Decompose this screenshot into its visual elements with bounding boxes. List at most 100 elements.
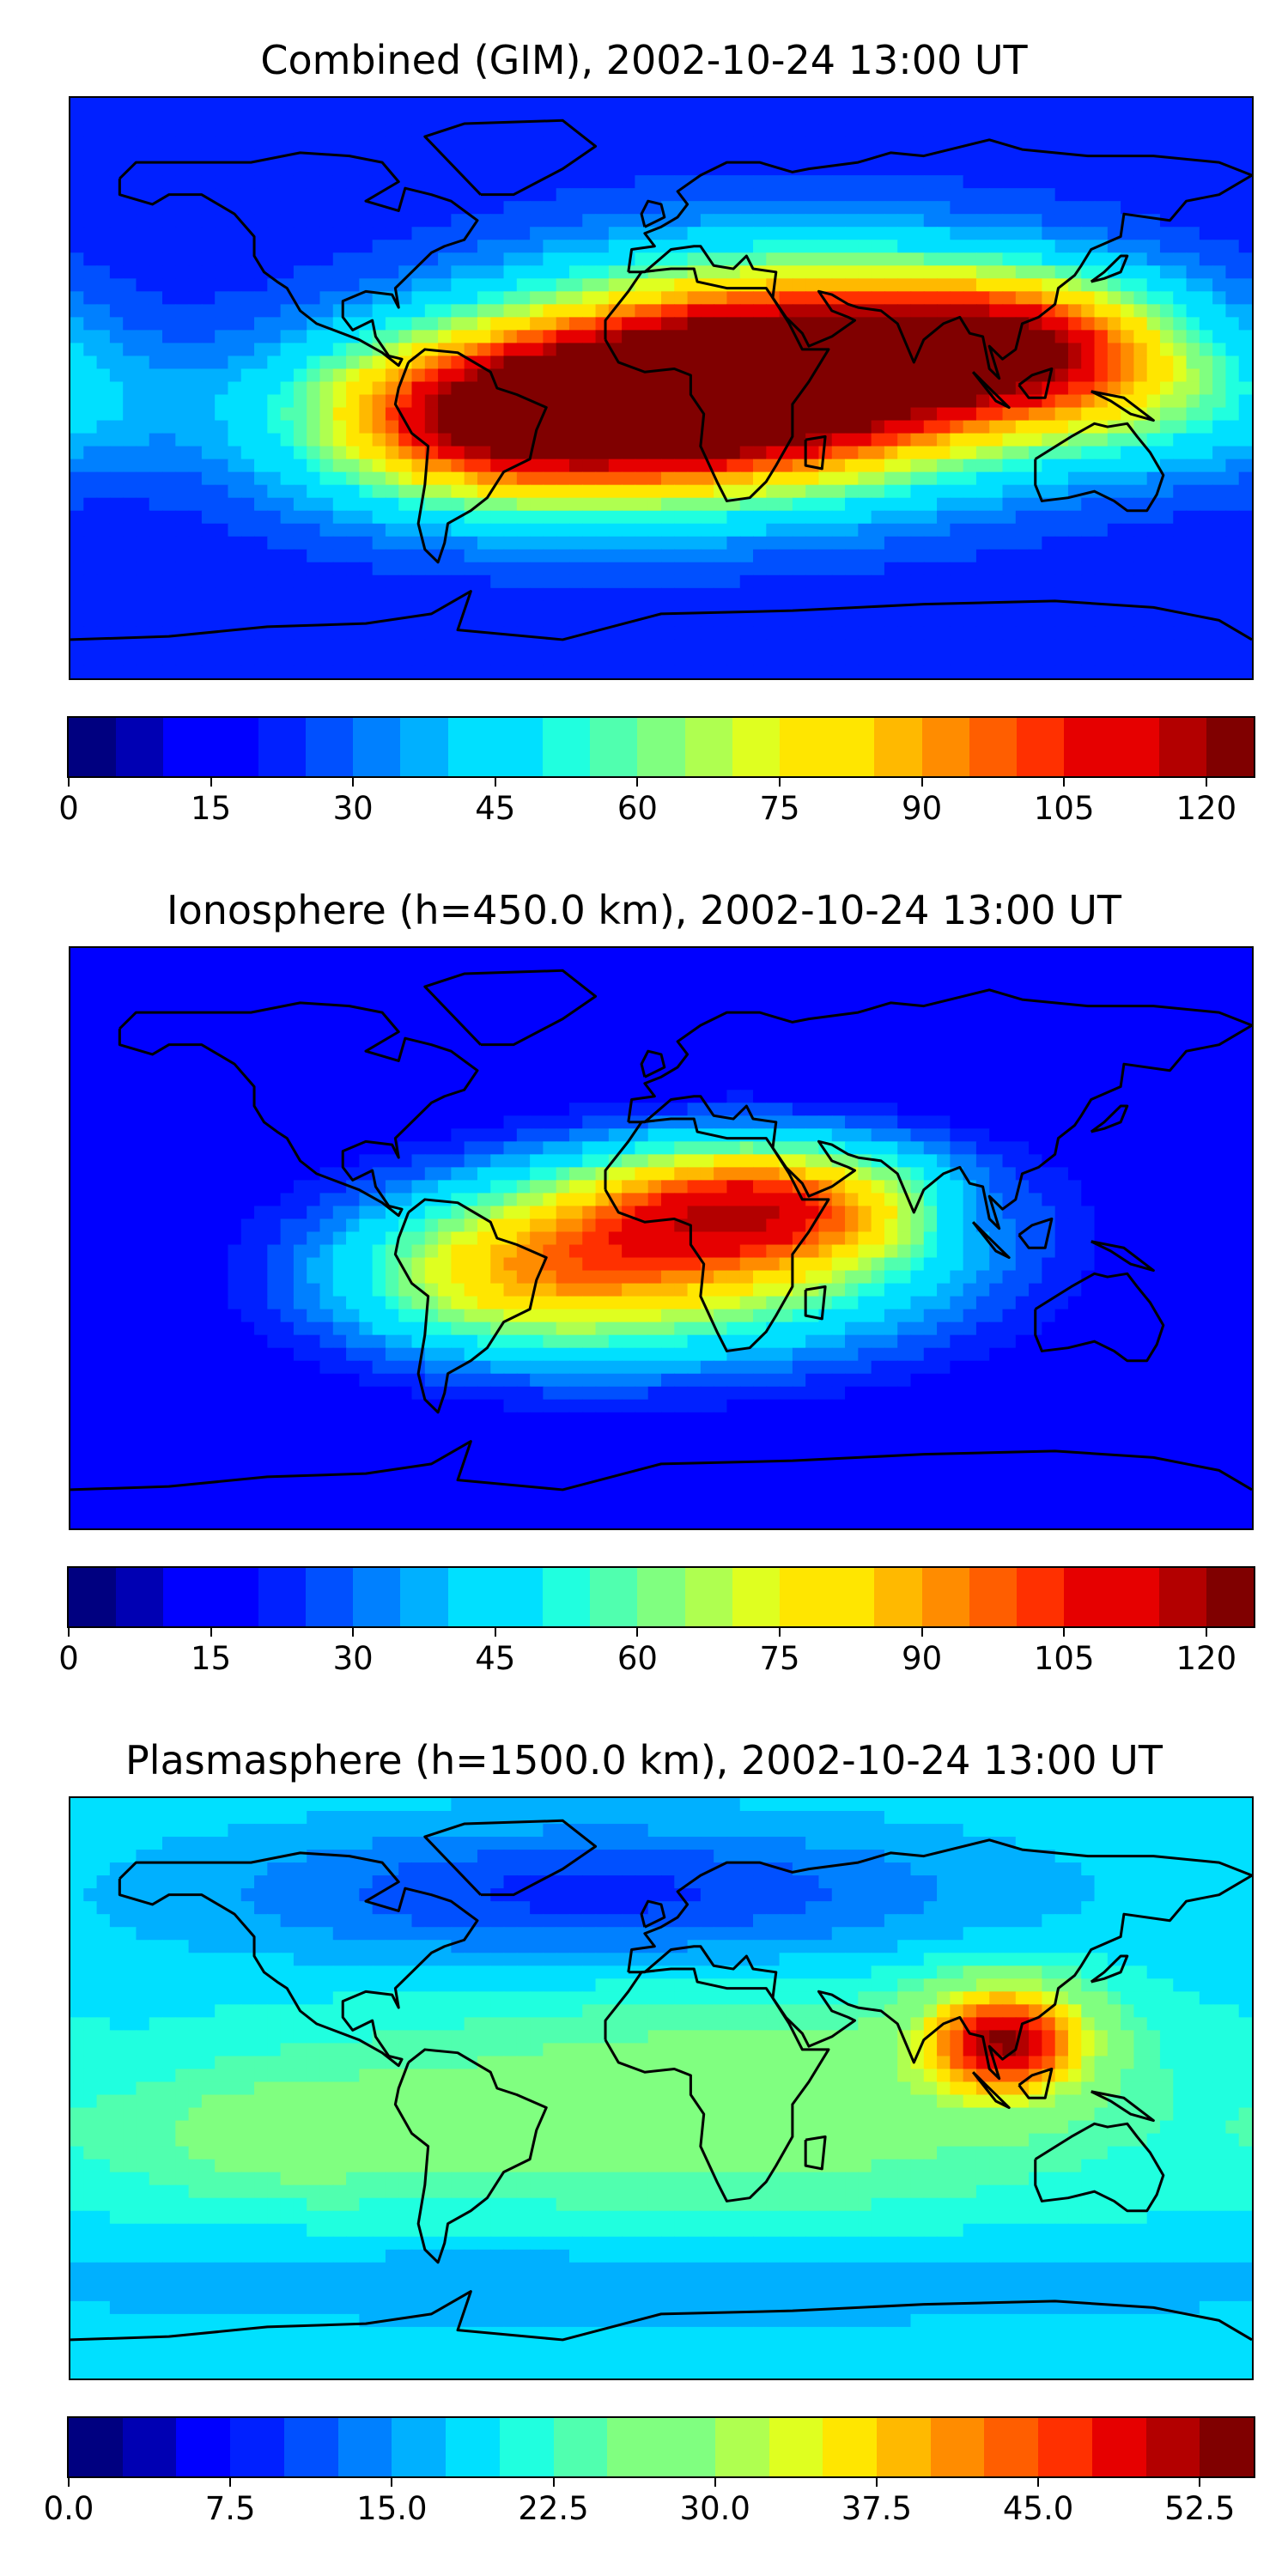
field-cell bbox=[845, 381, 860, 396]
field-cell bbox=[1042, 252, 1056, 267]
field-cell bbox=[1002, 446, 1017, 460]
field-cell bbox=[1042, 111, 1056, 125]
field-cell bbox=[582, 665, 597, 678]
field-cell bbox=[254, 446, 269, 460]
field-cell bbox=[647, 433, 662, 447]
coastline bbox=[640, 199, 666, 228]
field-cell bbox=[622, 252, 636, 267]
field-cell bbox=[779, 523, 793, 538]
field-cell bbox=[739, 987, 754, 1000]
field-cell bbox=[1199, 162, 1213, 176]
field-cell bbox=[109, 98, 124, 112]
field-cell bbox=[674, 420, 689, 434]
field-cell bbox=[149, 137, 163, 150]
field-cell bbox=[490, 948, 505, 962]
field-cell bbox=[871, 368, 885, 383]
field-cell bbox=[109, 987, 124, 1000]
field-cell bbox=[543, 291, 557, 306]
field-cell bbox=[228, 510, 242, 525]
field-cell bbox=[188, 330, 203, 344]
field-cell bbox=[687, 214, 702, 228]
field-cell bbox=[1015, 523, 1030, 538]
field-cell bbox=[910, 562, 925, 576]
field-cell bbox=[595, 497, 610, 512]
field-cell bbox=[1081, 188, 1096, 202]
field-cell bbox=[1173, 1038, 1188, 1052]
field-cell bbox=[70, 188, 85, 202]
field-cell bbox=[254, 1051, 269, 1065]
field-cell bbox=[319, 98, 334, 112]
field-cell bbox=[989, 188, 1004, 202]
field-cell bbox=[871, 420, 885, 434]
field-cell bbox=[83, 999, 98, 1013]
field-cell bbox=[424, 175, 439, 189]
field-cell bbox=[1159, 188, 1175, 202]
field-cell bbox=[792, 278, 806, 293]
field-cell bbox=[346, 1012, 361, 1026]
field-cell bbox=[1054, 407, 1069, 422]
field-cell bbox=[805, 574, 820, 589]
field-cell bbox=[661, 162, 676, 176]
field-cell bbox=[372, 665, 386, 678]
field-cell bbox=[975, 574, 990, 589]
field-cell bbox=[647, 974, 662, 987]
field-cell bbox=[1186, 137, 1200, 150]
field-cell bbox=[332, 987, 347, 1000]
field-cell bbox=[779, 484, 793, 499]
field-cell bbox=[910, 484, 925, 499]
field-cell bbox=[647, 111, 662, 125]
field-cell bbox=[937, 330, 951, 344]
field-cell bbox=[556, 639, 570, 653]
field-cell bbox=[385, 1012, 399, 1026]
field-cell bbox=[818, 999, 833, 1013]
field-cell bbox=[582, 188, 597, 202]
field-cell bbox=[1238, 471, 1252, 486]
field-cell bbox=[1225, 98, 1240, 112]
map-combined bbox=[69, 96, 1254, 680]
field-cell bbox=[950, 278, 964, 293]
field-cell bbox=[175, 497, 190, 512]
field-cell bbox=[726, 137, 741, 150]
field-cell bbox=[372, 162, 386, 176]
field-cell bbox=[1225, 188, 1240, 202]
colorbar-level bbox=[874, 718, 922, 776]
field-cell bbox=[162, 459, 177, 473]
field-cell bbox=[779, 368, 793, 383]
field-cell bbox=[556, 497, 570, 512]
field-cell bbox=[123, 987, 137, 1000]
field-cell bbox=[188, 987, 203, 1000]
field-cell bbox=[136, 433, 150, 447]
field-cell bbox=[608, 240, 623, 254]
field-cell bbox=[766, 98, 781, 112]
field-cell bbox=[385, 549, 399, 563]
field-cell bbox=[975, 265, 990, 280]
field-cell bbox=[424, 214, 439, 228]
field-cell bbox=[123, 459, 137, 473]
field-cell bbox=[543, 317, 557, 331]
field-cell bbox=[858, 252, 872, 267]
field-cell bbox=[267, 948, 282, 962]
field-cell bbox=[411, 626, 426, 641]
field-cell bbox=[307, 1038, 321, 1052]
field-cell bbox=[1173, 587, 1188, 602]
field-cell bbox=[293, 381, 307, 396]
field-cell bbox=[845, 240, 860, 254]
field-cell bbox=[950, 497, 964, 512]
field-cell bbox=[726, 626, 741, 641]
field-cell bbox=[595, 999, 610, 1013]
field-cell bbox=[240, 124, 255, 137]
field-cell bbox=[372, 471, 386, 486]
field-cell bbox=[240, 446, 255, 460]
field-cell bbox=[346, 188, 361, 202]
field-cell bbox=[556, 446, 570, 460]
field-cell bbox=[1146, 948, 1161, 962]
field-cell bbox=[608, 265, 623, 280]
coastline bbox=[393, 348, 548, 564]
field-cell bbox=[332, 355, 347, 370]
field-cell bbox=[201, 265, 216, 280]
field-cell bbox=[622, 626, 636, 641]
field-cell bbox=[70, 162, 85, 176]
field-cell bbox=[267, 497, 282, 512]
field-cell bbox=[503, 355, 518, 370]
field-cell bbox=[1199, 368, 1213, 383]
